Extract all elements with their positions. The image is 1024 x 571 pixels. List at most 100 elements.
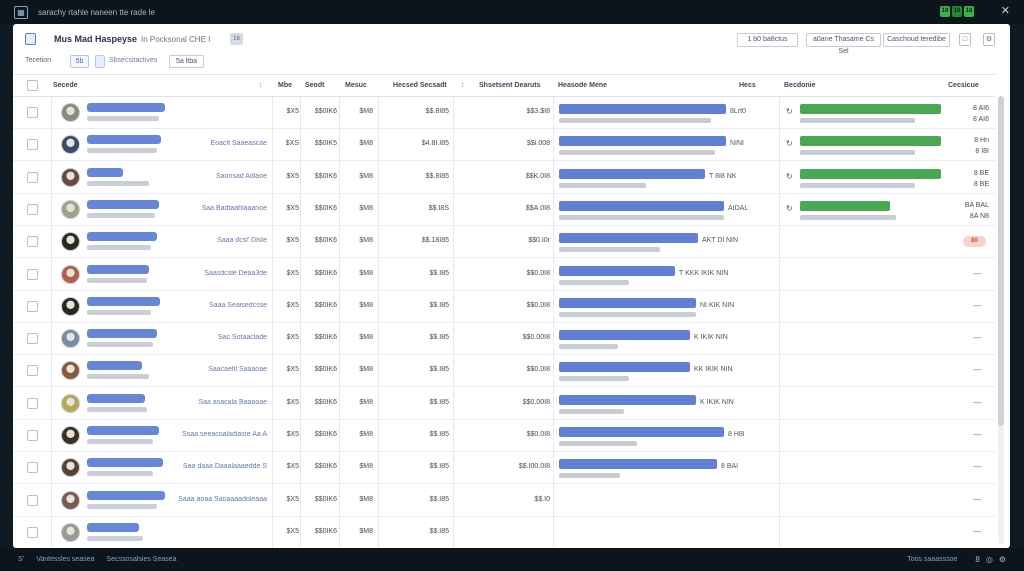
name-link[interactable] — [87, 361, 142, 371]
alert-badge[interactable]: 80 — [963, 236, 986, 248]
settings-icon[interactable]: ⚙ — [983, 33, 995, 46]
app-icon[interactable]: ▦ — [14, 5, 28, 19]
name-link[interactable] — [87, 329, 157, 339]
name-secondary[interactable]: Ssaa seeacoaladiaste Aa A — [182, 431, 267, 438]
bottom-glyph[interactable]: 8 — [975, 555, 980, 564]
name-secondary[interactable]: Eoaclt Saaeascae — [210, 140, 267, 148]
bottom-item[interactable]: Secssosalsies Seasea — [106, 556, 177, 563]
status-pill-1[interactable]: 19 — [940, 6, 950, 17]
name-link[interactable] — [87, 199, 159, 209]
row-checkbox[interactable] — [27, 397, 38, 409]
row-checkbox[interactable] — [27, 526, 38, 538]
column-header[interactable]: Hecs — [739, 82, 756, 89]
scrollbar-thumb[interactable] — [998, 96, 1004, 426]
cell-value: $X5 — [286, 398, 299, 406]
row-checkbox[interactable] — [27, 494, 38, 506]
column-header[interactable]: Mbe — [278, 82, 292, 89]
table-row[interactable]: Saa daaa Daaalaaaedde S $X5 $$0IK6 $M8 $$.I8… — [13, 452, 996, 485]
row-checkbox[interactable] — [27, 333, 38, 345]
table-row[interactable]: Saasdcsle Deaa3de $X5 $$0IK6 $M8 $$.I85 $$0.0… — [13, 259, 996, 291]
sort-icon[interactable]: ↕ — [259, 82, 263, 89]
name-link[interactable] — [87, 167, 123, 177]
column-header[interactable]: Hecsed Secsadt — [393, 82, 447, 89]
name-link[interactable] — [87, 103, 165, 112]
table-row[interactable]: $X5 $$0IK6 $M8 $$.8I85 $$3.$I8 8Lrt0 ↻ 8 AI6 8 A… — [13, 97, 996, 129]
table-row[interactable]: Saonsad Adlaoe $X5 $$0IK6 $M8 $$.8I85 $$K.0I8… — [13, 162, 996, 194]
conversion-text-secondary: 8 AI6 — [973, 116, 989, 123]
name-secondary[interactable]: Saonsad Adlaoe — [216, 172, 267, 180]
name-secondary[interactable]: Saasdcsle Deaa3de — [204, 269, 267, 277]
expand-icon[interactable]: □ — [959, 33, 971, 46]
name-link[interactable] — [87, 264, 149, 274]
page-tag[interactable]: 16 — [230, 33, 243, 45]
bottom-item[interactable]: Vantessles seasea — [36, 556, 95, 563]
table-row[interactable]: Saaa dcsl’ Dlste $X5 $$0IK6 $M8 $$.18I85 $$0.… — [13, 226, 996, 259]
name-secondary[interactable]: Saaa dcsl’ Dlste — [217, 237, 267, 245]
refresh-icon[interactable]: ↻ — [786, 107, 793, 116]
row-checkbox[interactable] — [27, 203, 38, 215]
filter-toggle-icon[interactable] — [95, 55, 105, 68]
header-button-3[interactable]: Caschoud teredibe — [883, 33, 950, 47]
table-row[interactable]: Saa Badtaahlaaanoe $X5 $$0IK6 $M8 $$.I8S $$A.… — [13, 194, 996, 226]
refresh-icon[interactable]: ↻ — [786, 139, 793, 149]
header-button-1[interactable]: 1 b0 ba8ctus — [737, 33, 798, 47]
bottom-item[interactable]: S’ — [18, 556, 25, 563]
filter-chip[interactable]: 5b — [70, 55, 89, 68]
status-pill-3[interactable]: 18 — [964, 6, 974, 17]
row-checkbox[interactable] — [27, 171, 38, 183]
row-checkbox[interactable] — [27, 139, 38, 151]
table-row[interactable]: Saaa Seaisedcsse $X5 $$0IK6 $M8 $$.I85 $$0.0I… — [13, 291, 996, 323]
name-secondary[interactable]: Saa daaa Daaalaaaedde S — [182, 463, 267, 471]
row-checkbox[interactable] — [27, 462, 38, 474]
sort-icon[interactable]: ↕ — [461, 82, 465, 89]
row-checkbox[interactable] — [27, 300, 38, 312]
status-pill-2[interactable]: 10 — [952, 6, 962, 17]
name-secondary[interactable]: Saacaeltl Saaaoae — [208, 366, 267, 374]
gear-icon[interactable]: ⚙ — [998, 555, 1006, 564]
toolbar-text[interactable]: Sbsecsitactives — [109, 57, 158, 64]
close-icon[interactable]: ✕ — [1000, 5, 1010, 17]
name-link[interactable] — [87, 393, 145, 403]
select-all-checkbox[interactable] — [27, 80, 38, 91]
row-checkbox[interactable] — [27, 268, 38, 280]
progress-sub-bar — [559, 279, 629, 285]
name-link[interactable] — [87, 490, 165, 500]
column-header[interactable]: Seodt — [305, 82, 325, 89]
column-header[interactable]: Secede — [53, 82, 78, 89]
target-icon[interactable]: ◎ — [985, 555, 993, 564]
refresh-icon[interactable]: ↻ — [786, 203, 793, 213]
cell-value: $$.I85 — [429, 463, 449, 471]
name-link[interactable] — [87, 522, 139, 532]
name-link[interactable] — [87, 426, 159, 435]
row-checkbox[interactable] — [27, 365, 38, 377]
header-button-2[interactable]: a0ane Thasame Cs Sel — [806, 33, 881, 55]
table-row[interactable]: $X5 $$0IK6 $M8 $$.I85 — — [13, 517, 996, 548]
vertical-scrollbar[interactable] — [998, 96, 1004, 544]
column-header[interactable]: Shsetsent Dearuts — [479, 82, 541, 89]
name-link[interactable] — [87, 232, 157, 242]
name-secondary[interactable]: Saa Badtaahlaaanoe — [201, 204, 267, 212]
column-header[interactable]: Heasode Mene — [558, 82, 608, 89]
refresh-icon[interactable]: ↻ — [786, 171, 793, 181]
table-row[interactable]: Sac Sotaaclade $X5 $$0IK6 $M8 $$.I85 $$0.00I8… — [13, 323, 996, 356]
row-checkbox[interactable] — [27, 107, 38, 118]
row-checkbox[interactable] — [27, 430, 38, 441]
name-secondary[interactable]: Sac Sotaaclade — [217, 334, 267, 342]
name-secondary[interactable]: Saa asacala Baaaoae — [198, 398, 268, 406]
table-row[interactable]: Ssaa seeacoaladiaste Aa A $X5 $$0IK6 $M8 $$.… — [13, 420, 996, 452]
toolbar-dropdown[interactable]: 5a ltba — [169, 55, 204, 68]
row-checkbox[interactable] — [27, 236, 38, 248]
name-secondary[interactable]: Saaa aoaa Saoaaaadoleaaa — [178, 495, 267, 503]
column-header[interactable]: Becdonie — [784, 82, 816, 89]
name-link[interactable] — [87, 458, 163, 468]
table-row[interactable]: Eoaclt Saaeascae $XS $$0IK5 $M8 $4.8I.I85 $$i… — [13, 129, 996, 162]
column-header[interactable]: Mesuc — [345, 82, 367, 89]
avatar — [61, 264, 80, 284]
table-row[interactable]: Saa asacala Baaaoae $X5 $$0IK6 $M8 $$.I85 $$0… — [13, 388, 996, 420]
column-header[interactable]: Cecsicue — [948, 82, 979, 89]
name-link[interactable] — [87, 135, 161, 145]
name-link[interactable] — [87, 296, 160, 306]
table-row[interactable]: Saacaeltl Saaaoae $X5 $$0IK6 $M8 $$.I85 $$0.0… — [13, 355, 996, 388]
name-secondary[interactable]: Saaa Seaisedcsse — [209, 301, 267, 309]
table-row[interactable]: Saaa aoaa Saoaaaadoleaaa $X5 $$0IK6 $M8 $$.I… — [13, 485, 996, 517]
